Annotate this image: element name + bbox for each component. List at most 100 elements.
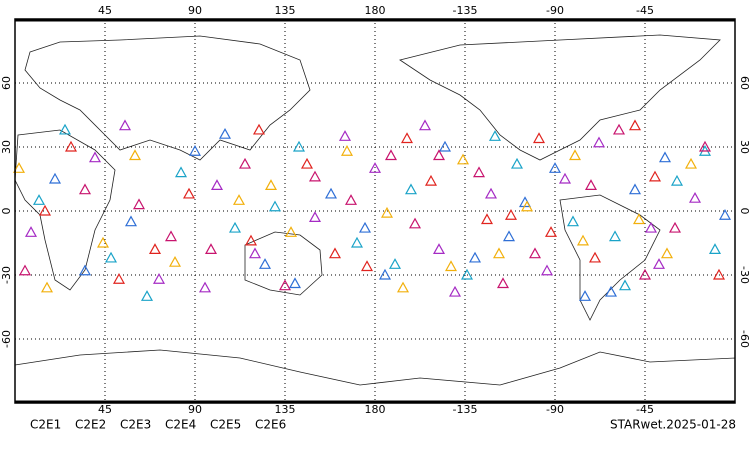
- triangle-marker: [684, 157, 698, 169]
- triangle-marker: [408, 217, 422, 229]
- triangle-marker: [288, 277, 302, 289]
- x-tick-label: 90: [188, 4, 202, 17]
- triangle-marker: [448, 285, 462, 297]
- triangle-marker: [418, 119, 432, 131]
- triangle-marker: [658, 151, 672, 163]
- triangle-marker: [628, 183, 642, 195]
- triangle-marker: [652, 258, 666, 269]
- triangle-marker: [648, 170, 662, 182]
- triangle-marker: [360, 260, 374, 272]
- triangle-marker: [588, 251, 602, 263]
- triangle-marker: [688, 191, 702, 203]
- legend-entry: C2E5: [210, 418, 241, 432]
- triangle-marker: [496, 277, 510, 289]
- triangle-marker: [528, 247, 542, 259]
- triangle-marker: [484, 187, 498, 199]
- coastline: [244, 231, 323, 296]
- triangle-marker: [112, 273, 126, 284]
- triangle-marker: [444, 260, 458, 272]
- triangle-marker: [344, 194, 358, 205]
- x-tick-label: 45: [98, 403, 112, 416]
- triangle-marker: [78, 264, 92, 276]
- triangle-marker: [492, 247, 506, 259]
- triangle-marker: [12, 162, 26, 173]
- triangle-marker: [670, 174, 684, 186]
- x-tick-label: -90: [546, 403, 564, 416]
- triangle-marker: [48, 172, 62, 184]
- triangle-marker: [188, 145, 202, 156]
- triangle-marker: [268, 200, 282, 212]
- triangle-marker: [218, 127, 232, 139]
- triangle-marker: [104, 251, 118, 263]
- triangle-marker: [456, 153, 470, 165]
- triangle-marker: [264, 179, 278, 190]
- triangle-marker: [78, 183, 92, 195]
- triangle-marker: [118, 119, 132, 131]
- x-tick-label: -45: [636, 403, 654, 416]
- triangle-marker: [128, 149, 142, 161]
- triangle-marker: [510, 157, 524, 169]
- triangle-marker: [396, 281, 410, 293]
- triangle-marker: [182, 187, 196, 199]
- triangle-marker: [472, 166, 486, 178]
- x-tick-label: 45: [98, 4, 112, 17]
- triangle-marker: [358, 221, 372, 233]
- triangle-marker: [592, 136, 606, 148]
- triangle-marker: [300, 157, 314, 169]
- x-tick-label: 135: [275, 403, 296, 416]
- legend-entry: C2E2: [75, 418, 106, 432]
- triangle-marker: [58, 123, 72, 135]
- triangle-marker: [340, 145, 354, 156]
- x-tick-label: 90: [188, 403, 202, 416]
- triangle-marker: [168, 255, 182, 267]
- triangle-marker: [338, 130, 352, 141]
- triangle-marker: [328, 247, 342, 259]
- triangle-marker: [148, 243, 162, 254]
- triangle-marker: [238, 157, 252, 169]
- triangle-marker: [558, 172, 572, 184]
- triangle-marker: [584, 179, 598, 190]
- x-tick-label: -45: [636, 4, 654, 17]
- triangle-marker: [38, 204, 52, 216]
- triangle-marker: [708, 243, 722, 254]
- triangle-marker: [228, 221, 242, 233]
- triangle-marker: [284, 226, 298, 237]
- y-tick-label: 60: [738, 76, 750, 90]
- triangle-marker: [576, 234, 590, 246]
- triangle-marker: [628, 119, 642, 131]
- triangle-marker: [432, 243, 446, 254]
- triangle-marker: [698, 140, 712, 152]
- legend-entry: C2E6: [255, 418, 286, 432]
- triangle-marker: [204, 243, 218, 254]
- triangle-marker: [468, 251, 482, 263]
- triangle-marker: [618, 279, 632, 291]
- triangle-marker: [400, 132, 414, 144]
- triangle-marker: [502, 230, 516, 242]
- triangle-marker: [174, 166, 188, 178]
- triangle-marker: [480, 213, 494, 225]
- triangle-marker: [378, 268, 392, 280]
- triangle-marker: [712, 268, 726, 280]
- triangle-marker: [384, 149, 398, 161]
- triangle-marker: [632, 213, 646, 225]
- triangle-marker: [350, 236, 364, 248]
- legend-entry: C2E3: [120, 418, 151, 432]
- legend-entry: C2E4: [165, 418, 196, 432]
- triangle-marker: [324, 187, 338, 199]
- y-tick-label: 30: [0, 140, 13, 154]
- triangle-marker: [568, 149, 582, 161]
- triangle-marker: [248, 247, 262, 259]
- coastline: [14, 129, 116, 291]
- triangle-marker: [608, 230, 622, 242]
- triangle-marker: [668, 221, 682, 233]
- footer: STARwet.2025-01-28: [610, 418, 736, 432]
- triangle-marker: [132, 198, 146, 210]
- y-tick-label: -30: [0, 266, 13, 284]
- triangle-marker: [504, 209, 518, 220]
- triangle-marker: [380, 206, 394, 218]
- x-tick-label: 180: [365, 4, 386, 17]
- triangle-marker: [424, 174, 438, 186]
- triangle-marker: [210, 179, 224, 190]
- triangle-marker: [198, 281, 212, 293]
